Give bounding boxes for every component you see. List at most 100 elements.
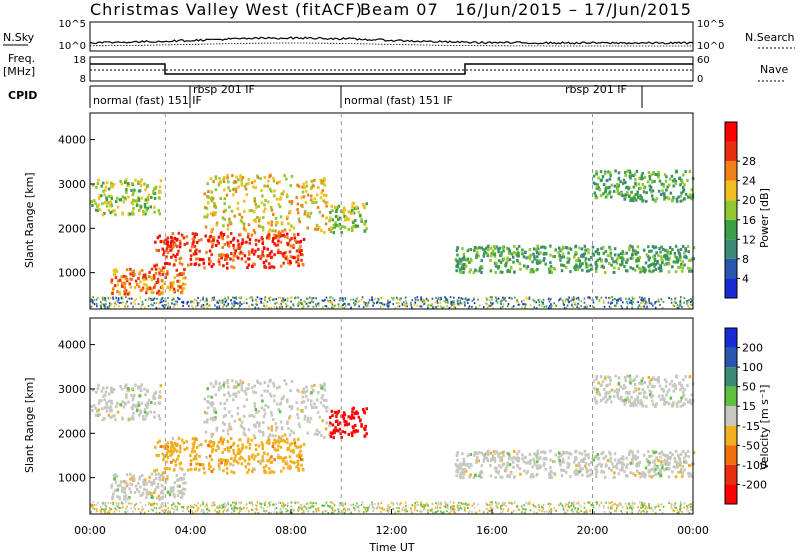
velocity-cell: [261, 455, 264, 459]
velocity-cell: [236, 452, 239, 456]
power-ground-cell: [222, 300, 225, 303]
velocity-cell: [101, 418, 105, 422]
velocity-cell: [306, 416, 310, 420]
velocity-cell: [574, 455, 577, 459]
velocity-cell: [567, 465, 570, 469]
velocity-cell: [355, 410, 358, 414]
power-ground-cell: [631, 296, 634, 299]
power-ground-cell: [260, 301, 263, 304]
velocity-cell: [230, 414, 234, 418]
velocity-cell: [151, 492, 154, 496]
power-cell: [668, 246, 672, 250]
velocity-cell: [599, 375, 603, 379]
power-ground-cell: [453, 305, 455, 308]
power-cell: [324, 200, 327, 204]
power-cell: [137, 180, 140, 184]
power-cell: [678, 177, 681, 181]
velocity-ground-cell: [269, 501, 272, 504]
power-ground-cell: [192, 307, 194, 310]
velocity-cell: [226, 460, 230, 464]
power-cell: [610, 263, 613, 267]
power-cell: [648, 184, 651, 188]
power-ground-cell: [680, 302, 682, 305]
power-cell: [469, 257, 473, 261]
velocity-cell: [638, 461, 642, 465]
power-cell: [268, 228, 272, 232]
power-cell: [93, 199, 96, 203]
velocity-ground-cell: [240, 508, 243, 511]
power-cell: [609, 254, 612, 258]
power-ground-cell: [103, 304, 106, 307]
velocity-cell: [316, 398, 319, 402]
power-ground-cell: [173, 298, 175, 301]
power-cell: [351, 211, 355, 215]
power-cell: [226, 173, 229, 177]
power-cell: [645, 199, 648, 203]
power-cell: [480, 259, 483, 263]
velocity-cell: [141, 493, 144, 497]
power-ground-cell: [446, 305, 448, 308]
velocity-cell: [189, 459, 193, 463]
power-ground-cell: [548, 307, 550, 310]
power-ground-cell: [338, 299, 341, 302]
power-ground-cell: [187, 305, 190, 308]
velocity-cell: [245, 387, 248, 391]
velocity-cell: [532, 452, 536, 456]
power-cell: [147, 193, 151, 197]
velocity-cell: [268, 392, 272, 396]
velocity-ground-cell: [495, 505, 498, 508]
power-cell: [297, 261, 300, 265]
velocity-cell: [280, 439, 283, 443]
power-cell: [105, 181, 109, 185]
cpid-segment-1: normal (fast) 151 IF: [93, 94, 202, 107]
power-ground-cell: [127, 297, 130, 300]
power-cell: [223, 202, 226, 206]
velocity-cell: [114, 418, 117, 422]
power-cell: [194, 252, 198, 256]
power-cell: [97, 196, 101, 200]
velocity-cell: [617, 472, 621, 476]
velocity-cell: [268, 457, 272, 461]
velocity-ground-cell: [254, 508, 257, 511]
power-cell: [669, 191, 673, 195]
power-cell: [279, 264, 283, 268]
power-cell: [650, 249, 653, 253]
power-ground-cell: [402, 301, 405, 304]
colorbar-swatch: [725, 122, 737, 142]
power-ground-cell: [452, 300, 454, 303]
power-ground-cell: [425, 297, 428, 300]
power-ground-cell: [158, 306, 161, 309]
power-cell: [575, 259, 578, 263]
velocity-cell: [606, 459, 610, 463]
power-cell: [261, 194, 264, 198]
power-cell: [169, 241, 173, 245]
power-ground-cell: [126, 305, 129, 308]
power-cell: [681, 266, 685, 270]
power-ground-cell: [337, 303, 340, 306]
power-cell: [343, 218, 347, 222]
velocity-cell: [602, 397, 605, 401]
power-ground-cell: [573, 298, 575, 301]
power-cell: [286, 195, 289, 199]
velocity-cell: [667, 475, 671, 479]
velocity-cell: [506, 474, 509, 478]
power-cell: [252, 185, 255, 189]
power-ground-cell: [115, 299, 118, 302]
power-ground-cell: [205, 298, 208, 301]
velocity-ground-cell: [491, 501, 493, 504]
velocity-ground-cell: [523, 508, 526, 511]
velocity-cell: [288, 433, 292, 437]
velocity-cell: [176, 457, 179, 461]
power-cell: [192, 252, 196, 256]
power-cell: [513, 244, 516, 248]
velocity-cell: [142, 478, 146, 482]
power-cell: [351, 205, 354, 209]
velocity-cell: [589, 460, 593, 464]
power-ground-cell: [160, 300, 163, 303]
power-cell: [210, 190, 213, 194]
velocity-cell: [240, 386, 244, 390]
power-ground-cell: [255, 300, 258, 303]
velocity-cell: [636, 397, 639, 401]
velocity-cell: [158, 476, 161, 480]
velocity-ground-cell: [435, 502, 437, 505]
